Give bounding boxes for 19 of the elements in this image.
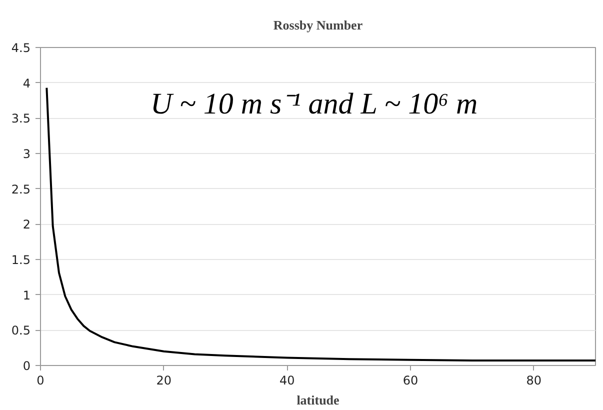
y-tick-label: 4 — [22, 76, 31, 90]
y-tick-label: 3 — [22, 147, 31, 161]
x-tick-label: 0 — [36, 374, 44, 388]
chart-title: Rossby Number — [273, 18, 363, 32]
x-tick-label: 40 — [280, 374, 295, 388]
x-axis-title: latitude — [296, 392, 340, 408]
line-series — [46, 86, 596, 362]
annotation: U ~ 10 m s⁻¹ and L ~ 10⁶ m — [150, 88, 478, 120]
x-tick-label: 20 — [156, 374, 172, 388]
y-tick-label: 0.5 — [11, 324, 31, 338]
y-tick-label: 3.5 — [11, 112, 31, 126]
y-tick-label: 0 — [22, 359, 31, 373]
y-tick-label: 4.5 — [11, 41, 31, 55]
y-tick-label: 1.5 — [11, 253, 31, 267]
x-tick-label: 60 — [402, 374, 418, 388]
x-tick-label: 80 — [526, 374, 542, 388]
y-tick-label: 2.5 — [11, 182, 31, 196]
y-tick-label: 1 — [22, 288, 31, 302]
y-tick-label: 2 — [22, 218, 31, 232]
